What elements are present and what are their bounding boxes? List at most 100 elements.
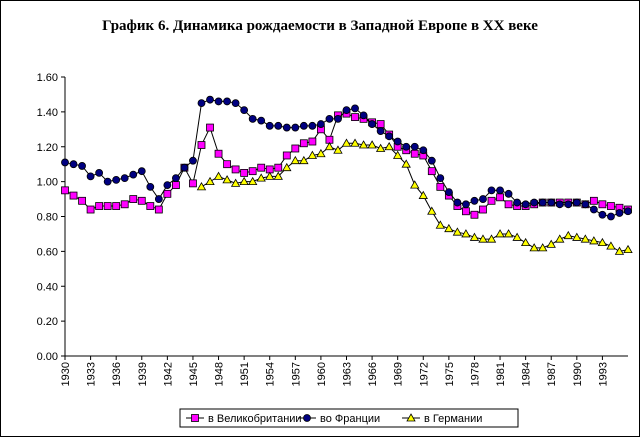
marker: [470, 210, 479, 219]
x-tick-label: 1951: [239, 362, 251, 386]
marker: [248, 114, 257, 123]
chart-title: График 6. Динамика рождаемости в Западно…: [102, 18, 538, 34]
marker: [392, 150, 403, 159]
marker: [61, 158, 69, 167]
marker: [538, 198, 547, 207]
marker: [146, 202, 155, 210]
marker: [461, 229, 471, 238]
marker: [299, 139, 308, 148]
marker: [376, 120, 385, 128]
marker: [129, 170, 138, 179]
x-tick-label: 1963: [342, 362, 354, 386]
marker: [410, 142, 419, 151]
marker: [282, 162, 292, 172]
x-tick-label: 1969: [393, 362, 405, 386]
marker: [205, 176, 215, 186]
marker: [61, 186, 69, 195]
marker: [444, 223, 454, 233]
marker: [240, 169, 249, 177]
marker: [154, 205, 163, 214]
marker: [197, 141, 206, 149]
x-tick-label: 1960: [316, 362, 328, 386]
marker: [334, 114, 342, 123]
marker: [520, 237, 531, 247]
marker: [469, 232, 480, 241]
legend-label: в Германии: [424, 413, 482, 425]
marker: [385, 132, 394, 141]
y-tick-label: 1.20: [37, 142, 58, 154]
marker: [274, 121, 283, 130]
marker: [419, 146, 428, 155]
marker: [78, 162, 86, 170]
marker: [350, 138, 360, 147]
marker: [146, 182, 155, 191]
marker: [342, 106, 351, 115]
marker: [282, 123, 291, 132]
legend-box: [179, 408, 519, 428]
marker: [120, 200, 129, 209]
marker: [248, 167, 257, 176]
marker: [163, 189, 172, 198]
marker: [69, 191, 78, 200]
y-tick-label: 0.20: [37, 316, 58, 328]
marker: [589, 205, 598, 214]
marker: [95, 169, 104, 177]
marker: [598, 210, 607, 219]
marker: [368, 120, 376, 128]
marker: [393, 137, 402, 146]
marker: [333, 145, 343, 154]
legend-marker: [191, 414, 199, 422]
x-tick-label: 1975: [444, 362, 456, 386]
x-tick-label: 1987: [546, 362, 558, 386]
marker: [231, 99, 240, 108]
y-tick-label: 0.40: [37, 281, 58, 293]
x-tick-label: 1993: [597, 362, 609, 386]
marker: [120, 174, 129, 183]
x-tick-label: 1933: [86, 362, 98, 386]
marker: [581, 200, 590, 209]
marker: [444, 188, 453, 196]
marker: [436, 182, 445, 191]
marker: [452, 227, 463, 236]
marker: [538, 243, 548, 252]
marker: [547, 198, 556, 207]
marker: [265, 171, 275, 180]
x-tick-label: 1972: [418, 362, 430, 386]
marker: [572, 232, 582, 241]
marker: [86, 205, 95, 214]
marker: [282, 151, 291, 160]
marker: [597, 237, 608, 247]
marker: [95, 202, 104, 210]
marker: [196, 182, 207, 191]
y-tick-label: 1.00: [37, 177, 58, 189]
y-tick-label: 0.80: [37, 212, 58, 224]
marker: [623, 244, 633, 254]
marker: [427, 156, 436, 165]
marker: [324, 141, 335, 151]
marker: [598, 200, 607, 209]
marker: [359, 111, 368, 120]
marker: [624, 207, 632, 216]
marker: [299, 121, 308, 130]
marker: [290, 155, 301, 165]
marker: [470, 196, 479, 205]
marker: [478, 234, 488, 243]
marker: [171, 181, 180, 190]
marker: [607, 212, 615, 221]
marker: [462, 207, 470, 216]
marker: [206, 123, 214, 132]
marker: [487, 186, 496, 195]
marker: [257, 163, 266, 172]
marker: [615, 209, 624, 217]
marker: [256, 173, 266, 182]
y-tick-label: 1.40: [37, 107, 58, 119]
marker: [351, 104, 359, 113]
x-tick-label: 1930: [60, 362, 72, 386]
marker: [589, 236, 599, 245]
marker: [112, 202, 121, 210]
marker: [410, 180, 420, 189]
marker: [325, 114, 334, 123]
marker: [112, 175, 121, 184]
